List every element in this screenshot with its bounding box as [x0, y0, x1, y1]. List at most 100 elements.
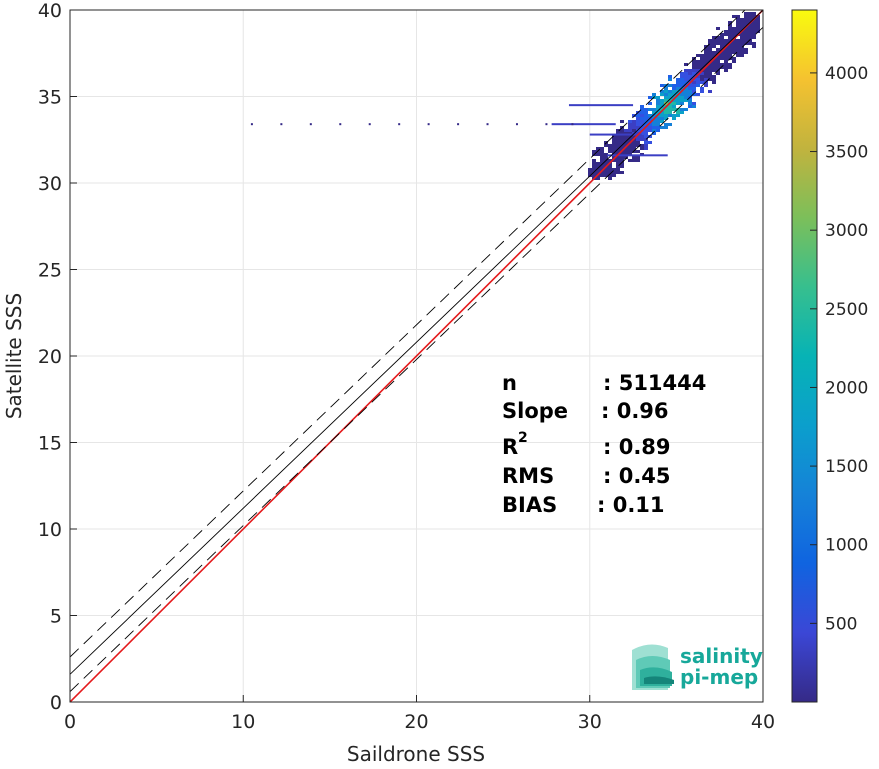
density-cell [700, 57, 704, 60]
density-cell [616, 156, 620, 159]
density-cell [696, 60, 700, 63]
density-cell [700, 78, 704, 81]
density-cell [680, 111, 684, 114]
density-cell [756, 21, 760, 24]
density-cell [704, 48, 708, 51]
density-cell [732, 48, 736, 51]
density-cell [608, 171, 612, 174]
y-axis: 0 5 10 15 20 25 30 35 40 [38, 0, 77, 714]
density-cell [644, 144, 648, 147]
density-cell [684, 87, 688, 90]
density-cell [740, 24, 744, 27]
density-cell [712, 69, 716, 72]
density-cell [620, 120, 624, 123]
outlier-point [398, 123, 401, 126]
density-cell [756, 24, 760, 27]
density-cell [620, 147, 624, 150]
density-cell [732, 33, 736, 36]
density-cell [636, 114, 640, 117]
density-cell [620, 129, 624, 132]
density-cell [660, 93, 664, 96]
stat-r2-label: R [502, 435, 518, 459]
density-cell [636, 144, 640, 147]
density-cell [660, 99, 664, 102]
density-cell [616, 135, 620, 138]
density-cell [724, 51, 728, 54]
density-cell [624, 141, 628, 144]
density-cell [708, 60, 712, 63]
density-cell [704, 51, 708, 54]
stat-slope-label: Slope [502, 399, 568, 423]
density-cell [640, 144, 644, 147]
x-axis-label: Saildrone SSS [347, 742, 485, 764]
density-cell [640, 117, 644, 120]
density-cell [708, 45, 712, 48]
density-cell [668, 111, 672, 114]
density-cell [612, 159, 616, 162]
density-cell [664, 123, 668, 126]
density-cell [604, 168, 608, 171]
density-cell [596, 177, 600, 180]
density-cell [728, 63, 732, 66]
density-cell [752, 12, 756, 15]
density-cell [608, 168, 612, 171]
y-tick-label: 5 [50, 606, 62, 628]
density-cell [616, 165, 620, 168]
density-cell [664, 117, 668, 120]
density-cell [616, 144, 620, 147]
density-cell [696, 81, 700, 84]
density-cell [720, 42, 724, 45]
density-cell [664, 108, 668, 111]
y-tick-label: 35 [38, 87, 62, 109]
density-cell [704, 72, 708, 75]
density-cell [604, 144, 608, 147]
grid [70, 10, 763, 702]
density-cell [748, 30, 752, 33]
density-cell [744, 18, 748, 21]
y-tick-label: 20 [38, 346, 62, 368]
density-cell [724, 57, 728, 60]
density-cell [624, 138, 628, 141]
density-cell [644, 135, 648, 138]
density-cell [692, 90, 696, 93]
density-cell [604, 174, 608, 177]
density-cell [628, 132, 632, 135]
outlier-point [427, 123, 430, 126]
density-cell [684, 93, 688, 96]
density-cell [620, 135, 624, 138]
density-cell [716, 60, 720, 63]
density-cell [668, 123, 672, 126]
density-cell [744, 36, 748, 39]
density-cell [688, 102, 692, 105]
colorbar-tick-label: 1000 [825, 536, 868, 556]
density-cell [636, 141, 640, 144]
colorbar-tick-label: 3500 [825, 143, 868, 163]
density-cell [704, 69, 708, 72]
density-cell [688, 93, 692, 96]
density-cell [616, 129, 620, 132]
density-cell [732, 42, 736, 45]
outlier-point [280, 123, 283, 126]
density-cell [652, 123, 656, 126]
outlier-point [486, 123, 489, 126]
density-cell [696, 84, 700, 87]
x-tick-label: 40 [751, 711, 775, 733]
density-cell [640, 132, 644, 135]
density-cell [720, 36, 724, 39]
density-cell [620, 162, 624, 165]
density-cell [680, 84, 684, 87]
density-cell [692, 72, 696, 75]
density-cell [600, 165, 604, 168]
density-cell [632, 126, 636, 129]
density-cell [740, 42, 744, 45]
density-cell [628, 120, 632, 123]
density-streak [607, 154, 668, 157]
density-cell [684, 63, 688, 66]
density-cell [672, 90, 676, 93]
x-tick-label: 10 [231, 711, 255, 733]
density-cell [736, 27, 740, 30]
x-tick-label: 0 [64, 711, 76, 733]
density-cell [640, 108, 644, 111]
density-cell [644, 132, 648, 135]
density-cell [648, 123, 652, 126]
